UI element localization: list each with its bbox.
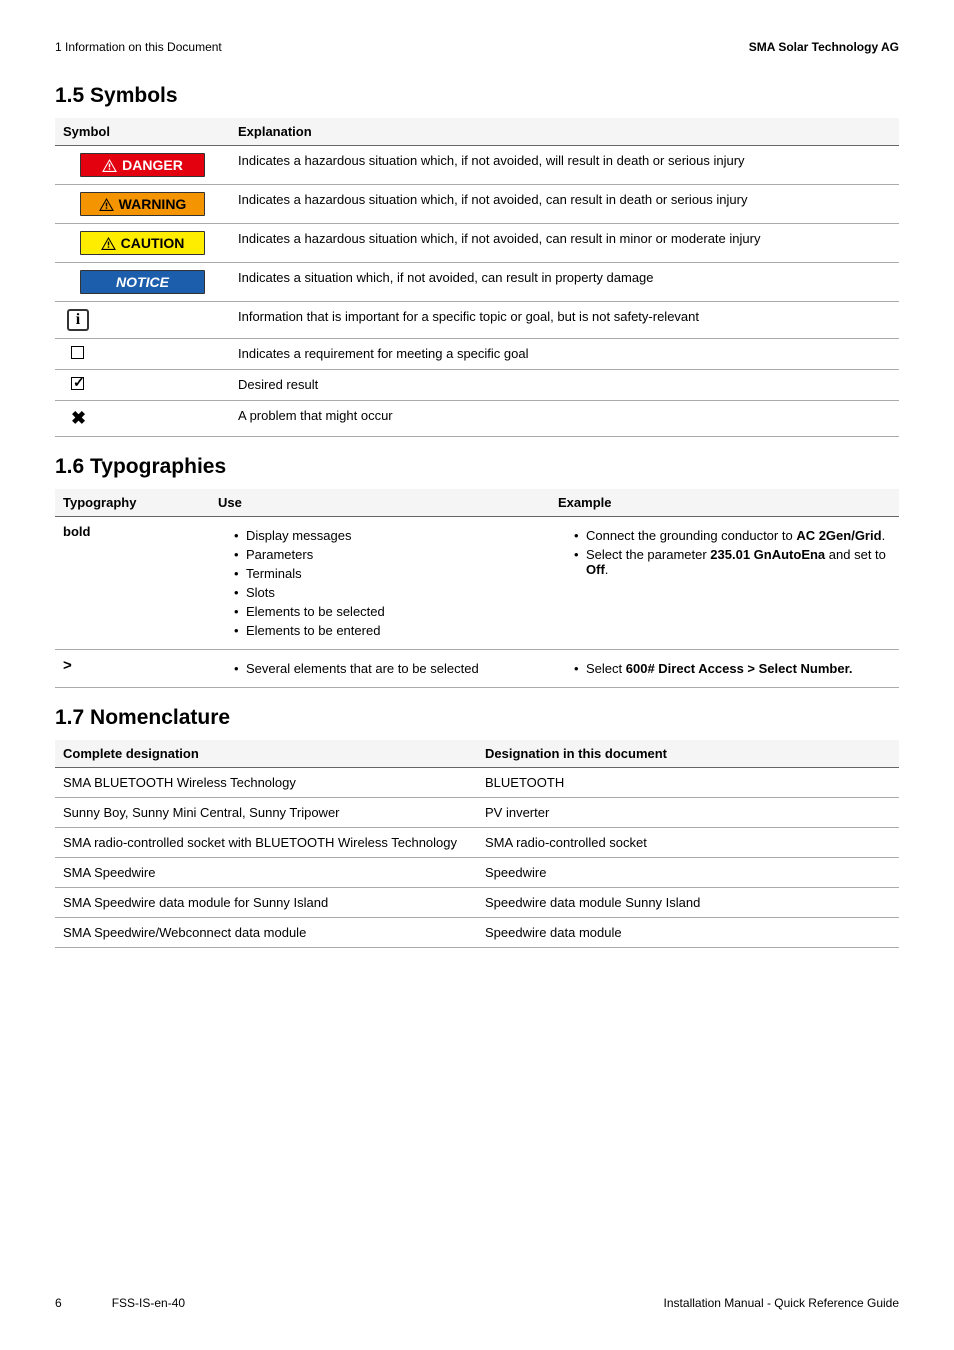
symbols-col-symbol: Symbol — [55, 118, 230, 146]
x-mark-icon: ✖ — [71, 408, 86, 428]
table-row: Sunny Boy, Sunny Mini Central, Sunny Tri… — [55, 798, 899, 828]
table-row: bold Display messages Parameters Termina… — [55, 517, 899, 650]
typographies-table: Typography Use Example bold Display mess… — [55, 489, 899, 688]
section-symbols-heading: 1.5 Symbols — [55, 84, 899, 108]
header-right: SMA Solar Technology AG — [749, 40, 899, 54]
table-row: SMA BLUETOOTH Wireless Technology BLUETO… — [55, 768, 899, 798]
warning-triangle-icon — [99, 198, 114, 211]
table-row: CAUTION Indicates a hazardous situation … — [55, 224, 899, 263]
bold-uses-list: Display messages Parameters Terminals Sl… — [218, 528, 542, 638]
table-row: SMA Speedwire/Webconnect data module Spe… — [55, 918, 899, 948]
checkbox-empty-icon — [71, 346, 84, 359]
table-row: i Information that is important for a sp… — [55, 302, 899, 339]
table-row: Desired result — [55, 370, 899, 401]
table-row: Indicates a requirement for meeting a sp… — [55, 339, 899, 370]
danger-label: DANGER — [80, 153, 205, 177]
table-row: SMA Speedwire data module for Sunny Isla… — [55, 888, 899, 918]
table-row: SMA Speedwire Speedwire — [55, 858, 899, 888]
footer-page-number: 6 — [55, 1296, 62, 1310]
notice-label: NOTICE — [80, 270, 205, 294]
section-nomenclature-heading: 1.7 Nomenclature — [55, 706, 899, 730]
warning-triangle-icon — [102, 159, 117, 172]
symbols-col-explanation: Explanation — [230, 118, 899, 146]
warning-triangle-icon — [101, 237, 116, 250]
table-row: WARNING Indicates a hazardous situation … — [55, 185, 899, 224]
section-typographies-heading: 1.6 Typographies — [55, 455, 899, 479]
bold-examples-list: Connect the grounding conductor to AC 2G… — [558, 528, 891, 577]
symbols-table: Symbol Explanation DANGER Indicates a ha… — [55, 118, 899, 437]
typo-col-use: Use — [210, 489, 550, 517]
header-left: 1 Information on this Document — [55, 40, 222, 54]
checkbox-checked-icon — [71, 377, 84, 390]
footer-doc-id: FSS-IS-en-40 — [112, 1296, 185, 1310]
info-icon: i — [67, 309, 89, 331]
nomenclature-table: Complete designation Designation in this… — [55, 740, 899, 948]
warning-label: WARNING — [80, 192, 205, 216]
page-header: 1 Information on this Document SMA Solar… — [55, 40, 899, 54]
table-row: SMA radio-controlled socket with BLUETOO… — [55, 828, 899, 858]
table-row: DANGER Indicates a hazardous situation w… — [55, 146, 899, 185]
caution-label: CAUTION — [80, 231, 205, 255]
table-row: ✖ A problem that might occur — [55, 401, 899, 437]
typo-col-example: Example — [550, 489, 899, 517]
table-row: NOTICE Indicates a situation which, if n… — [55, 263, 899, 302]
nomen-col-complete: Complete designation — [55, 740, 477, 768]
table-row: > Several elements that are to be select… — [55, 650, 899, 688]
nomen-col-document: Designation in this document — [477, 740, 899, 768]
page-footer: 6 FSS-IS-en-40 Installation Manual - Qui… — [55, 1296, 899, 1310]
typo-col-typography: Typography — [55, 489, 210, 517]
footer-right: Installation Manual - Quick Reference Gu… — [664, 1296, 899, 1310]
